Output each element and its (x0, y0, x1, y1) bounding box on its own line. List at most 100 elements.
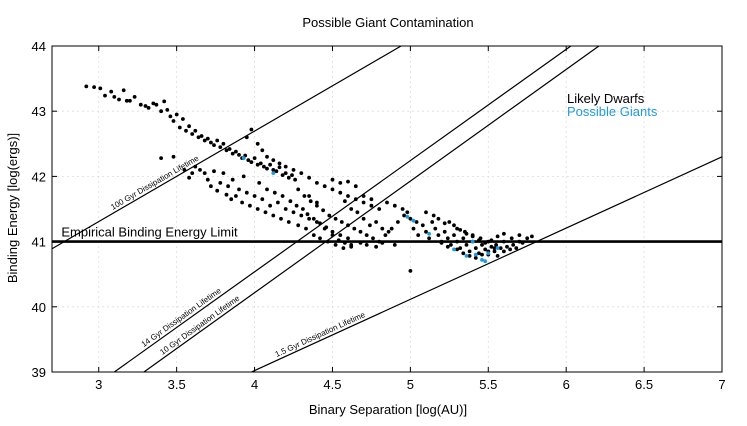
likely-dwarf-point (464, 231, 469, 236)
likely-dwarf-point (361, 194, 366, 198)
likely-dwarf-point (276, 200, 280, 205)
likely-dwarf-point (241, 174, 246, 179)
likely-dwarf-point (307, 216, 311, 221)
possible-giant-point (486, 251, 491, 256)
data-points (84, 84, 534, 273)
x-tick-label: 5.5 (479, 377, 497, 392)
likely-dwarf-point (277, 161, 282, 166)
likely-dwarf-point (294, 203, 299, 208)
lifetime-line (51, 45, 402, 250)
likely-dwarf-point (338, 190, 343, 195)
likely-dwarf-point (505, 244, 509, 249)
likely-dwarf-point (449, 243, 453, 247)
likely-dwarf-point (288, 199, 293, 204)
likely-dwarf-point (400, 207, 405, 211)
likely-dwarf-point (369, 197, 374, 202)
likely-dwarf-point (84, 84, 89, 89)
likely-dwarf-point (380, 226, 385, 231)
likely-dwarf-point (405, 210, 410, 215)
likely-dwarf-point (174, 112, 179, 117)
likely-dwarf-point (202, 171, 207, 176)
likely-dwarf-point (525, 236, 530, 241)
likely-dwarf-point (184, 128, 188, 133)
likely-dwarf-point (480, 252, 484, 257)
likely-dwarf-point (492, 246, 497, 251)
likely-dwarf-point (530, 234, 534, 239)
likely-dwarf-point (489, 238, 494, 243)
likely-dwarf-point (346, 179, 350, 184)
likely-dwarf-point (402, 213, 406, 218)
likely-dwarf-point (226, 184, 231, 189)
likely-dwarf-point (483, 247, 488, 252)
y-tick-label: 39 (32, 365, 46, 380)
likely-dwarf-point (520, 241, 525, 245)
likely-dwarf-point (283, 207, 288, 211)
likely-dwarf-point (455, 247, 459, 252)
y-tick-label: 42 (32, 169, 46, 184)
likely-dwarf-point (498, 246, 503, 251)
likely-dwarf-point (283, 171, 288, 176)
likely-dwarf-point (252, 156, 257, 161)
likely-dwarf-point (212, 169, 216, 174)
likely-dwarf-point (198, 168, 202, 172)
likely-dwarf-point (286, 175, 291, 180)
likely-dwarf-point (262, 164, 266, 169)
likely-dwarf-point (237, 153, 241, 157)
lifetime-line-label: 1.5 Gyr Dissipation Lifetime (274, 310, 367, 359)
x-tick-label: 6 (563, 377, 570, 392)
x-tick-label: 4 (251, 377, 258, 392)
likely-dwarf-point (477, 238, 481, 243)
lifetime-line (113, 45, 572, 373)
likely-dwarf-point (473, 246, 478, 251)
likely-dwarf-point (240, 200, 245, 205)
possible-giant-point (411, 218, 416, 223)
likely-dwarf-point (190, 132, 195, 136)
likely-dwarf-point (263, 210, 268, 215)
axis-ticks: 3 3.5 4 4.5 5 5.5 6 6.5 7 39 40 41 42 43 44 (32, 39, 726, 392)
likely-dwarf-point (445, 244, 450, 249)
likely-dwarf-point (447, 220, 452, 224)
likely-dwarf-point (338, 181, 343, 185)
likely-dwarf-point (458, 246, 463, 251)
likely-dwarf-point (187, 124, 192, 129)
likely-dwarf-point (483, 241, 488, 245)
likely-dwarf-point (318, 236, 322, 241)
likely-dwarf-point (325, 239, 330, 244)
possible-giant-point (427, 231, 431, 236)
likely-dwarf-point (315, 200, 319, 205)
likely-dwarf-point (302, 194, 307, 198)
y-tick-label: 40 (32, 300, 46, 315)
likely-dwarf-point (442, 221, 447, 226)
likely-dwarf-point (346, 223, 350, 228)
likely-dwarf-point (205, 136, 210, 141)
likely-dwarf-point (92, 85, 96, 89)
likely-dwarf-point (268, 162, 272, 167)
likely-dwarf-point (221, 171, 226, 176)
likely-dwarf-point (224, 148, 229, 153)
likely-dwarf-point (290, 173, 294, 178)
likely-dwarf-point (265, 154, 269, 159)
likely-dwarf-point (252, 194, 257, 198)
likely-dwarf-point (420, 223, 425, 228)
likely-dwarf-point (349, 207, 354, 211)
likely-dwarf-point (230, 151, 235, 156)
likely-dwarf-point (255, 162, 260, 167)
likely-dwarf-point (311, 233, 316, 238)
likely-dwarf-point (271, 168, 276, 172)
likely-dwarf-point (315, 220, 319, 224)
likely-dwarf-point (277, 165, 282, 170)
likely-dwarf-point (215, 138, 220, 143)
x-tick-label: 3 (95, 377, 102, 392)
likely-dwarf-point (272, 190, 277, 195)
likely-dwarf-point (392, 243, 397, 247)
likely-dwarf-point (227, 147, 232, 151)
likely-dwarf-point (283, 164, 288, 169)
likely-dwarf-point (480, 243, 484, 247)
likely-dwarf-point (352, 226, 357, 231)
likely-dwarf-point (301, 207, 305, 211)
y-tick-label: 41 (32, 235, 46, 250)
likely-dwarf-point (333, 243, 338, 247)
likely-dwarf-point (205, 177, 210, 182)
likely-dwarf-point (374, 220, 378, 224)
likely-dwarf-point (431, 213, 436, 218)
